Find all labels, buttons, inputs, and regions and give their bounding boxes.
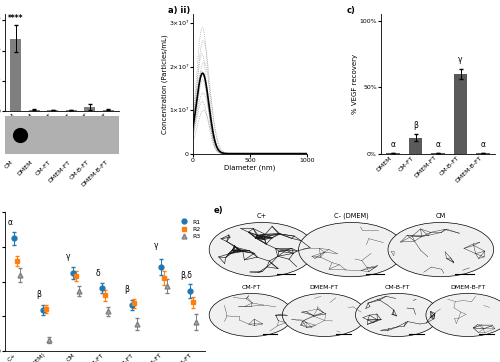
X-axis label: Diameter (nm): Diameter (nm) xyxy=(224,164,276,171)
Bar xyxy=(102,110,114,111)
Circle shape xyxy=(282,294,366,337)
Y-axis label: % VEGF recovery: % VEGF recovery xyxy=(352,54,358,114)
Text: γ: γ xyxy=(458,55,463,64)
Text: α: α xyxy=(436,140,440,148)
Text: CM-B-FT: CM-B-FT xyxy=(384,285,410,290)
Text: C- (DMEM): C- (DMEM) xyxy=(334,212,369,219)
Bar xyxy=(408,138,422,153)
Text: ****: **** xyxy=(8,14,24,22)
Circle shape xyxy=(356,294,440,337)
Text: β: β xyxy=(124,285,130,294)
Text: CM: CM xyxy=(4,159,14,170)
Bar xyxy=(28,110,40,111)
Y-axis label: Concentration (Particles/mL): Concentration (Particles/mL) xyxy=(162,34,168,134)
Text: β: β xyxy=(36,290,42,299)
Circle shape xyxy=(298,223,404,277)
Text: CM-B-FT: CM-B-FT xyxy=(69,159,90,181)
Circle shape xyxy=(388,223,494,277)
Text: β,δ: β,δ xyxy=(180,271,192,280)
Bar xyxy=(66,110,77,111)
Point xyxy=(16,132,24,138)
Text: β: β xyxy=(413,121,418,130)
Bar xyxy=(47,110,58,111)
Text: c): c) xyxy=(347,6,356,15)
Text: C+: C+ xyxy=(257,213,267,219)
Text: DMEM-FT: DMEM-FT xyxy=(310,285,339,290)
Legend: R1, R2, R3: R1, R2, R3 xyxy=(177,218,202,240)
Circle shape xyxy=(209,294,293,337)
Text: α: α xyxy=(390,140,396,148)
Text: DMEM-FT: DMEM-FT xyxy=(48,159,72,183)
Text: γ: γ xyxy=(66,252,70,261)
Text: CM: CM xyxy=(436,213,446,219)
Text: α: α xyxy=(7,218,12,227)
Text: α: α xyxy=(480,140,486,148)
Bar xyxy=(10,39,22,111)
Text: e): e) xyxy=(213,206,223,215)
Text: γ: γ xyxy=(154,241,159,250)
Text: δ: δ xyxy=(96,269,100,278)
Text: a) ii): a) ii) xyxy=(168,6,190,15)
Circle shape xyxy=(426,294,500,337)
Text: DMEM-B-FT: DMEM-B-FT xyxy=(450,285,486,290)
Text: DMEM: DMEM xyxy=(16,159,34,177)
Text: CM-FT: CM-FT xyxy=(35,159,52,176)
Text: CM-FT: CM-FT xyxy=(242,285,261,290)
Bar xyxy=(454,74,468,153)
Circle shape xyxy=(209,223,315,277)
Bar xyxy=(84,107,96,111)
Text: DMEM-B-FT: DMEM-B-FT xyxy=(81,159,110,188)
